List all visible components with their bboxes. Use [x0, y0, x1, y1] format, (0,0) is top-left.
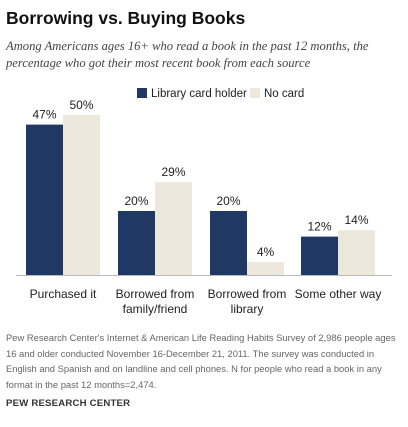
bar-value-label-s2-c4: 14%	[344, 213, 368, 227]
bar-s1-c4	[301, 236, 338, 275]
bar-value-label-s1-c2: 20%	[124, 194, 148, 208]
category-label-1-line-1: Purchased it	[30, 287, 97, 301]
bar-value-label-s1-c4: 12%	[307, 220, 331, 234]
category-label-3: Borrowed from library	[208, 287, 287, 316]
bar-chart: Library card holder No card 47% 50% 20% 29% 20…	[16, 88, 392, 316]
chart-subtitle: Among Americans ages 16+ who read a book…	[6, 39, 369, 70]
category-label-1: Purchased it	[30, 287, 97, 301]
bar-s1-c2	[118, 211, 155, 275]
chart-title: Borrowing vs. Buying Books	[6, 8, 246, 28]
legend-swatch-2	[250, 88, 260, 98]
bar-value-label-s2-c1: 50%	[69, 98, 93, 112]
bar-value-label-s1-c1: 47%	[32, 108, 56, 122]
category-label-2-line-2: family/friend	[123, 302, 188, 316]
bar-s1-c3	[210, 211, 247, 275]
legend-label-1: Library card holder	[151, 88, 247, 100]
category-label-3-line-1: Borrowed from	[208, 287, 287, 301]
category-label-2-line-1: Borrowed from	[116, 287, 195, 301]
bar-s2-c1	[63, 115, 100, 275]
bar-value-label-s2-c2: 29%	[161, 165, 185, 179]
category-label-2: Borrowed from family/friend	[116, 287, 195, 316]
legend-label-2: No card	[264, 88, 304, 100]
bar-value-label-s1-c3: 20%	[216, 194, 240, 208]
bar-s1-c1	[26, 124, 63, 275]
category-label-4: Some other way	[295, 287, 382, 301]
bar-s2-c4	[338, 230, 375, 275]
legend-swatch-1	[137, 88, 147, 98]
bar-s2-c2	[155, 182, 192, 275]
category-label-3-line-2: library	[231, 302, 264, 316]
bar-s2-c3	[247, 262, 284, 275]
source-label: PEW RESEARCH CENTER	[6, 398, 131, 409]
category-label-4-line-1: Some other way	[295, 287, 382, 301]
footnote: Pew Research Center's Internet & America…	[6, 332, 396, 390]
bar-value-label-s2-c3: 4%	[257, 245, 275, 259]
